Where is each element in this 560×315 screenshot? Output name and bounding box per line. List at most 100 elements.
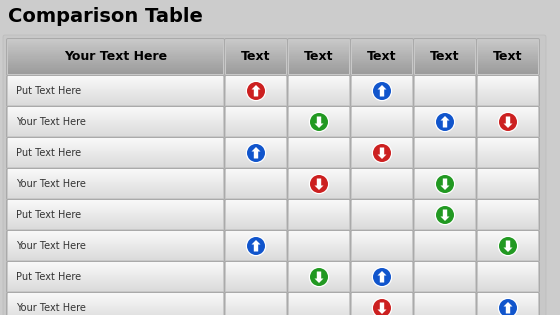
Bar xyxy=(289,297,349,299)
Bar xyxy=(415,103,475,105)
Bar xyxy=(478,307,538,309)
Bar xyxy=(415,247,475,249)
Polygon shape xyxy=(503,117,512,128)
Bar xyxy=(226,77,286,78)
Bar xyxy=(415,278,475,280)
Bar xyxy=(289,272,349,273)
Bar xyxy=(415,54,475,56)
Bar xyxy=(8,59,223,60)
Bar xyxy=(478,91,538,93)
Bar xyxy=(8,70,223,72)
Bar xyxy=(289,158,349,159)
Bar xyxy=(289,185,349,187)
Bar xyxy=(226,306,286,308)
Bar xyxy=(478,144,538,146)
Bar xyxy=(352,130,412,131)
Bar xyxy=(8,268,223,270)
Bar xyxy=(289,304,349,305)
Circle shape xyxy=(436,175,454,193)
Bar xyxy=(8,177,223,178)
Bar xyxy=(352,202,412,204)
Bar xyxy=(8,197,223,198)
Bar xyxy=(415,66,475,68)
Bar xyxy=(8,115,223,117)
Bar xyxy=(8,209,223,210)
Bar xyxy=(352,259,412,260)
Bar xyxy=(226,49,286,51)
Bar xyxy=(8,232,223,234)
Bar xyxy=(352,100,412,101)
Bar xyxy=(8,226,223,227)
Bar xyxy=(8,289,223,290)
Bar xyxy=(226,305,286,306)
Bar xyxy=(226,282,286,284)
Bar xyxy=(478,68,538,70)
Bar xyxy=(226,251,286,253)
Bar xyxy=(415,87,475,88)
Bar xyxy=(226,248,286,250)
Bar xyxy=(8,41,223,42)
Bar xyxy=(415,86,475,87)
Bar xyxy=(478,215,538,217)
Bar xyxy=(226,130,286,131)
Bar xyxy=(478,112,538,114)
Bar xyxy=(415,275,475,276)
Bar xyxy=(478,92,538,94)
Bar xyxy=(478,100,538,101)
Bar xyxy=(226,233,286,235)
Bar xyxy=(415,302,475,303)
Bar xyxy=(352,223,412,224)
Bar xyxy=(478,200,538,202)
Bar xyxy=(289,164,349,166)
Bar xyxy=(8,306,223,307)
Bar xyxy=(415,216,475,218)
Bar xyxy=(415,113,475,115)
Bar xyxy=(226,280,286,282)
Bar xyxy=(415,248,475,250)
Bar xyxy=(352,226,412,227)
Bar xyxy=(415,60,475,61)
Bar xyxy=(8,301,223,302)
Bar xyxy=(8,161,223,162)
Bar xyxy=(8,214,223,215)
Bar xyxy=(226,258,286,259)
Bar xyxy=(8,53,223,55)
Bar xyxy=(478,82,538,83)
Bar xyxy=(289,181,349,183)
Bar xyxy=(8,88,223,89)
Bar xyxy=(352,176,412,177)
Bar xyxy=(289,306,349,307)
Bar xyxy=(415,177,475,178)
Bar xyxy=(478,302,538,303)
Bar xyxy=(478,301,538,302)
Bar xyxy=(352,82,412,83)
Bar xyxy=(8,154,223,156)
Bar xyxy=(352,219,412,220)
Bar xyxy=(8,192,223,193)
Bar xyxy=(289,49,349,51)
Bar xyxy=(8,215,223,217)
Bar xyxy=(415,194,475,195)
Bar xyxy=(415,211,475,212)
Bar xyxy=(352,49,412,51)
Bar xyxy=(352,220,412,221)
Bar xyxy=(226,107,286,109)
Bar xyxy=(415,128,475,129)
Bar xyxy=(226,206,286,208)
Bar xyxy=(226,156,286,158)
Bar xyxy=(478,209,538,210)
Bar xyxy=(289,243,349,245)
Bar xyxy=(289,246,349,248)
Bar xyxy=(415,51,475,53)
Bar xyxy=(8,39,223,41)
Bar xyxy=(289,197,349,198)
Bar xyxy=(289,102,349,103)
Bar xyxy=(478,305,538,306)
Bar xyxy=(226,89,286,91)
Bar xyxy=(478,225,538,226)
Bar xyxy=(8,45,223,47)
Polygon shape xyxy=(251,240,260,251)
Bar xyxy=(226,277,286,279)
Bar xyxy=(352,249,412,251)
Bar xyxy=(8,49,223,50)
